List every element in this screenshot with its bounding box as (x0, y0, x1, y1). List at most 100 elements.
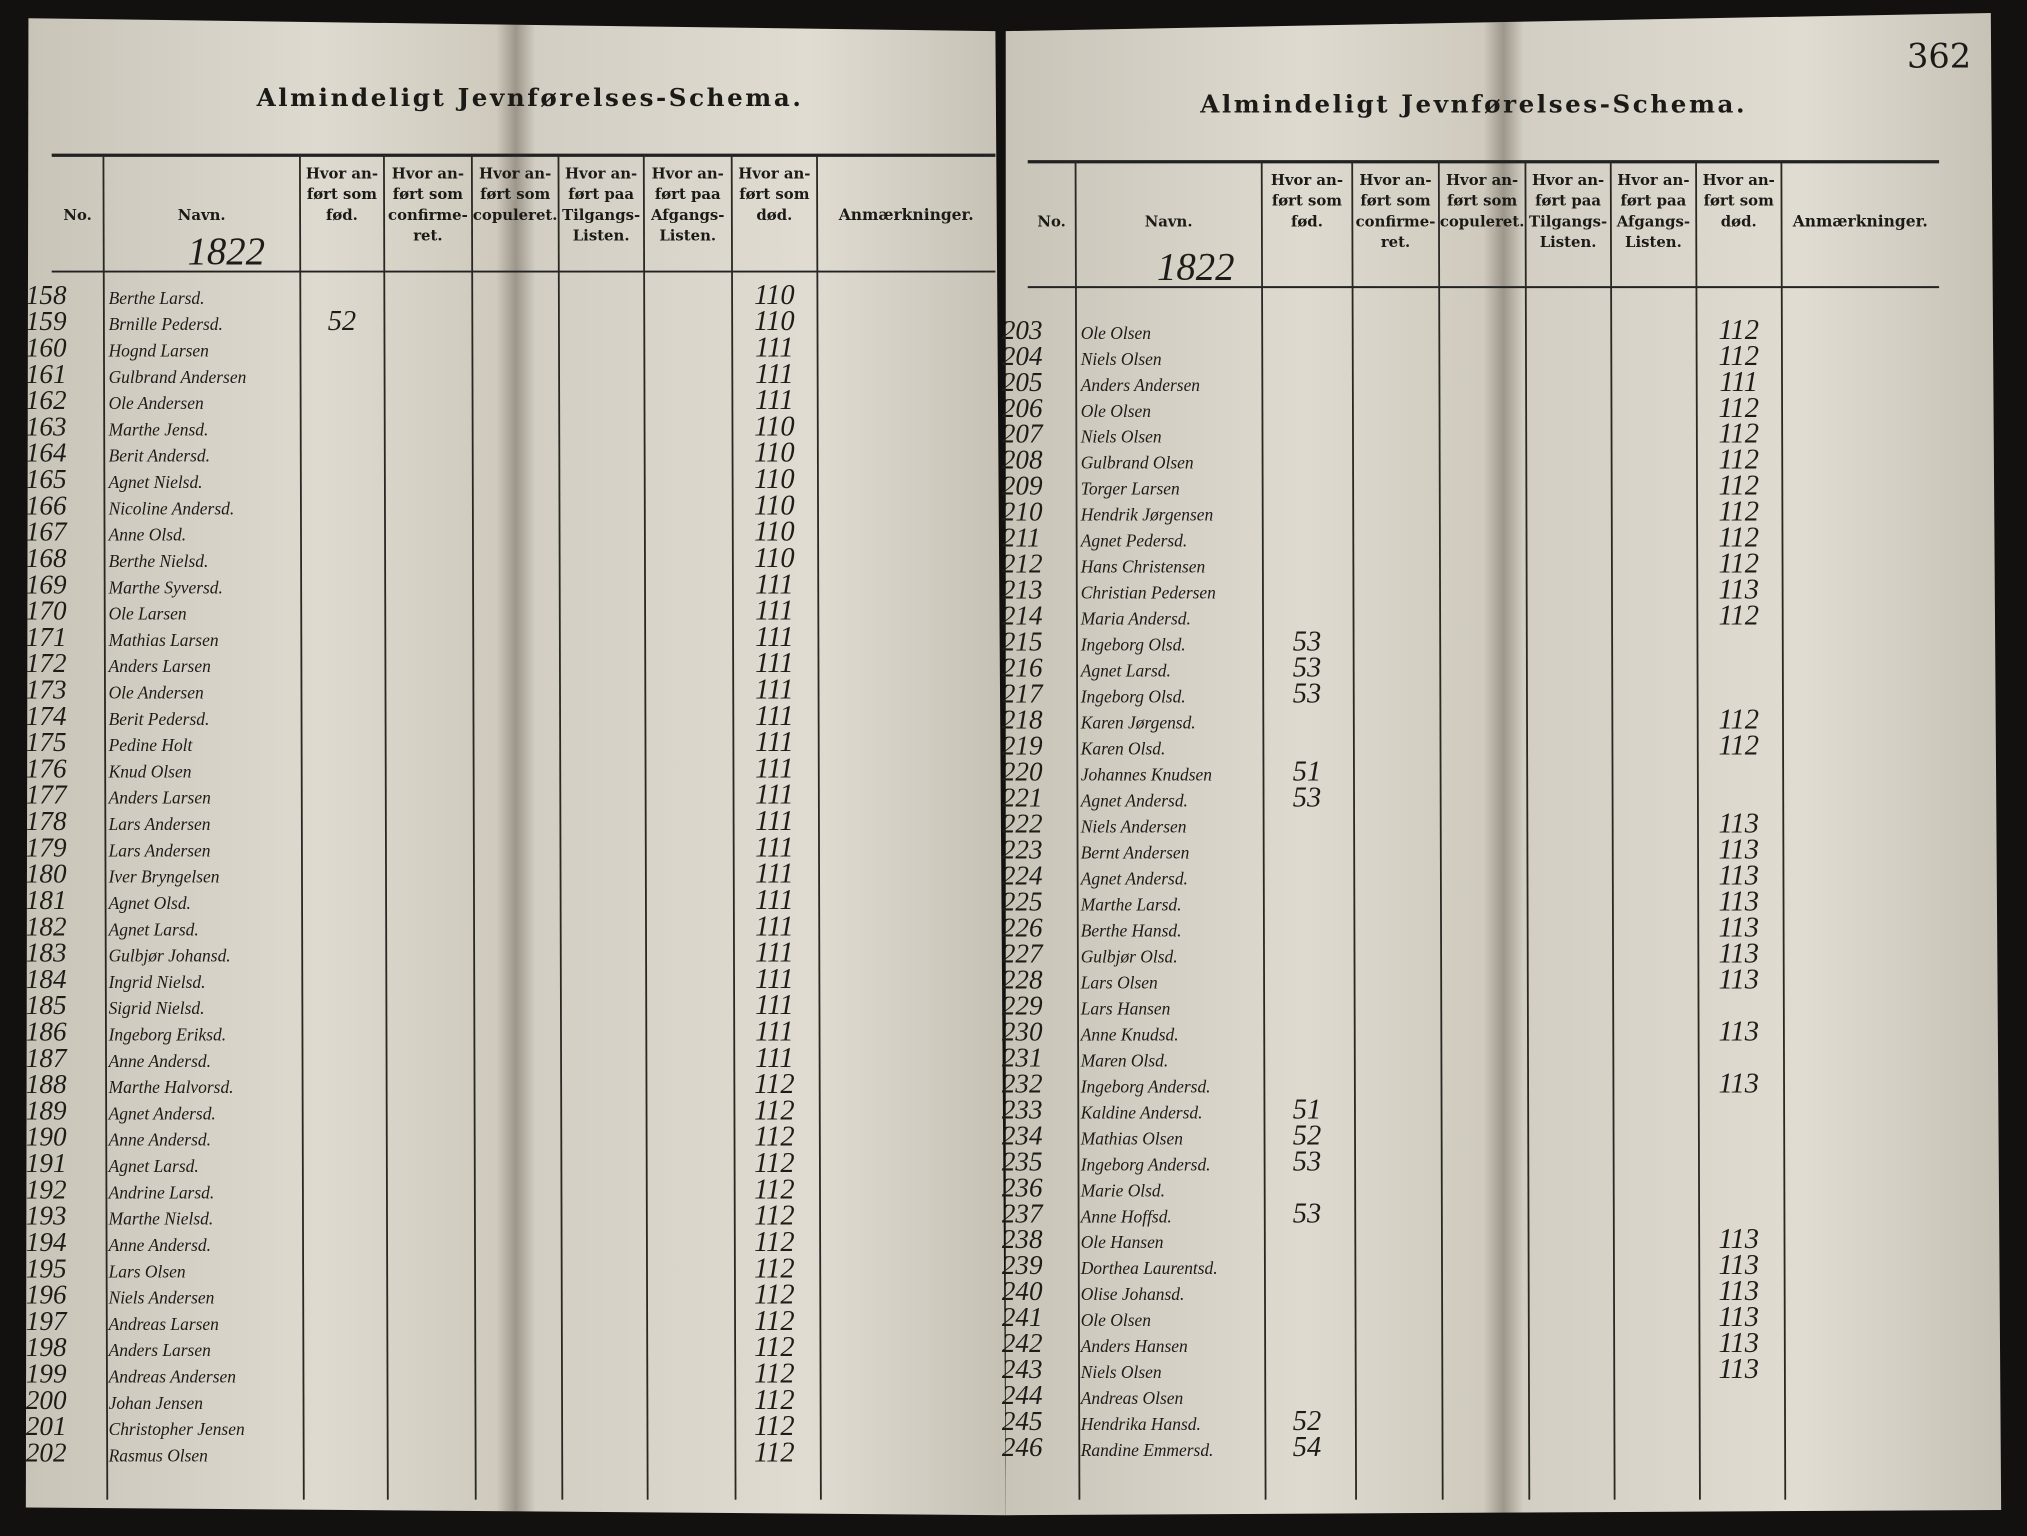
person-name: Gulbjør Johansd. (109, 946, 231, 966)
entry-value: 112 (754, 1095, 795, 1126)
person-name: Ingeborg Olsd. (1080, 635, 1186, 655)
row-number: 204 (1002, 341, 1043, 371)
entry-value: 112 (754, 1385, 795, 1416)
column-header: Navn. (178, 206, 226, 224)
row-number: 207 (1002, 419, 1044, 449)
row-number: 184 (26, 964, 67, 994)
column-header: Hvor an- (392, 165, 464, 183)
person-name: Ole Olsen (1081, 401, 1151, 421)
column-header: Hvor an- (1359, 171, 1431, 189)
entry-value: 52 (1293, 1406, 1321, 1437)
person-name: Ole Andersen (109, 393, 204, 413)
column-rule (1780, 161, 1787, 1500)
entry-value: 113 (1718, 809, 1759, 840)
column-rule (102, 155, 109, 1500)
person-name: Anne Knudsd. (1080, 1024, 1179, 1044)
row-number: 231 (1002, 1042, 1043, 1072)
column-rule (730, 155, 737, 1500)
entry-value: 110 (754, 306, 795, 337)
year: 1822 (1157, 245, 1235, 288)
row-number: 230 (1002, 1016, 1043, 1046)
entry-value: 52 (328, 306, 356, 337)
person-name: Lars Andersen (108, 840, 211, 860)
person-name: Lars Olsen (1080, 972, 1158, 992)
person-name: Anders Larsen (108, 1340, 211, 1360)
row-number: 168 (26, 543, 67, 573)
row-number: 201 (26, 1411, 67, 1441)
entry-value: 113 (1718, 1302, 1759, 1333)
column-rule (642, 155, 649, 1500)
row-number: 166 (26, 490, 67, 520)
person-name: Bernt Andersen (1081, 842, 1190, 862)
row-number: 210 (1002, 497, 1043, 527)
column-header: Hvor an- (1271, 171, 1343, 189)
row-number: 186 (26, 1017, 67, 1047)
entry-value: 112 (754, 1227, 795, 1258)
column-header: Hvor an- (1617, 171, 1689, 189)
entry-value: 51 (1293, 1094, 1321, 1125)
row-number: 221 (1002, 783, 1043, 813)
person-name: Randine Emmersd. (1080, 1440, 1214, 1460)
entry-value: 111 (755, 1043, 793, 1074)
entry-value: 111 (755, 859, 793, 890)
column-header: fød. (1291, 212, 1323, 230)
row-number: 246 (1002, 1432, 1043, 1462)
row-number: 183 (26, 938, 67, 968)
row-number: 208 (1002, 445, 1043, 475)
row-number: 187 (26, 1043, 68, 1073)
entry-value: 113 (1718, 575, 1759, 606)
person-name: Agnet Larsd. (1080, 661, 1171, 681)
person-name: Marthe Nielsd. (108, 1209, 214, 1229)
column-header: død. (1721, 212, 1757, 230)
person-name: Agnet Andersd. (1080, 791, 1188, 811)
entry-value: 111 (755, 938, 793, 969)
entry-value: 113 (1718, 1354, 1759, 1385)
person-name: Berit Andersd. (109, 446, 210, 466)
entry-value: 110 (754, 464, 795, 495)
column-rule (1609, 161, 1616, 1500)
person-name: Ingeborg Eriksd. (108, 1025, 227, 1045)
person-name: Agnet Pedersd. (1080, 531, 1188, 551)
row-number: 217 (1002, 679, 1044, 709)
entry-value: 112 (1718, 419, 1759, 450)
column-header: ført som (307, 185, 377, 203)
column-header: Hvor an- (738, 165, 810, 183)
column-header: confirme- (1356, 212, 1436, 230)
row-number: 224 (1002, 860, 1043, 890)
row-number: 219 (1002, 731, 1043, 761)
person-name: Marthe Larsd. (1080, 894, 1182, 914)
row-number: 179 (26, 832, 67, 862)
row-number: 239 (1002, 1250, 1043, 1280)
row-number: 181 (26, 885, 67, 915)
row-number: 159 (26, 306, 67, 336)
entry-value: 111 (755, 359, 793, 390)
entry-value: 113 (1718, 1224, 1759, 1255)
entry-value: 111 (755, 596, 793, 627)
person-name: Kaldine Andersd. (1080, 1102, 1203, 1122)
row-number: 218 (1002, 705, 1043, 735)
row-number: 244 (1002, 1380, 1043, 1410)
person-name: Anne Olsd. (108, 525, 187, 545)
entry-value: 111 (755, 964, 793, 995)
entry-value: 113 (1718, 886, 1759, 917)
entry-value: 111 (755, 990, 793, 1021)
entry-value: 112 (754, 1280, 795, 1311)
column-header: Navn. (1145, 212, 1193, 230)
person-name: Mathias Larsen (108, 630, 219, 650)
left-page (25, 18, 1006, 1516)
entry-value: 111 (755, 648, 793, 679)
row-number: 214 (1002, 601, 1043, 631)
entry-value: 111 (755, 832, 793, 863)
row-number: 225 (1002, 886, 1043, 916)
row-number: 200 (26, 1385, 67, 1415)
column-header: ført paa (568, 185, 634, 203)
column-header: Hvor an- (306, 165, 378, 183)
person-name: Hendrik Jørgensen (1080, 505, 1214, 525)
entry-value: 113 (1718, 860, 1759, 891)
person-name: Ole Hansen (1081, 1232, 1164, 1252)
entry-value: 111 (755, 753, 793, 784)
person-name: Pedine Holt (108, 735, 194, 755)
column-header: Afgangs- (1616, 212, 1690, 230)
person-name: Agnet Andersd. (108, 1103, 216, 1123)
